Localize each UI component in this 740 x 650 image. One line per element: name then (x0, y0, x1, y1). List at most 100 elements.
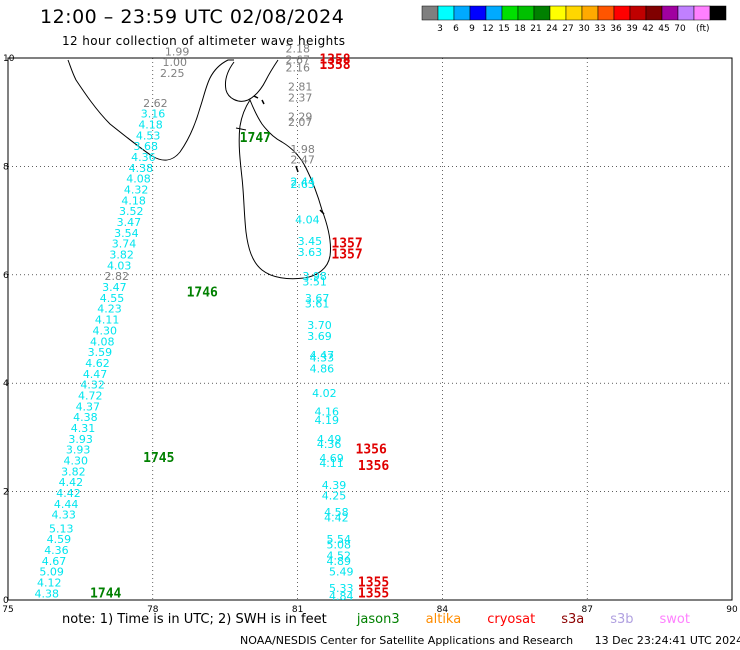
wave-height-label: 4.18 (138, 118, 163, 131)
x-tick-label: 81 (292, 605, 303, 615)
wave-height-label: 4.38 (73, 411, 98, 424)
wave-height-label: 4.18 (121, 194, 146, 207)
page-subtitle: 12 hour collection of altimeter wave hei… (62, 34, 346, 48)
wave-height-label: 4.44 (54, 498, 79, 511)
wave-height-label: 3.63 (298, 246, 323, 259)
colorbar-legend: 3 6 9 12 15 18 21 24 27 30 33 36 39 42 45 70 (ft) (421, 5, 727, 34)
colorbar-tick-label: 42 (642, 24, 653, 34)
colorbar-unit: (ft) (696, 24, 710, 34)
pass-time-label: 1356 (358, 459, 389, 474)
india-inner-coast (225, 59, 279, 102)
wave-height-label: 4.69 (319, 452, 344, 465)
wave-height-label: 4.67 (42, 555, 67, 568)
colorbar-swatch (613, 5, 631, 21)
wave-height-label: 2.18 (286, 43, 311, 56)
pass-time-label: 1357 (331, 237, 362, 252)
pass-time-label: 1355 (358, 575, 389, 590)
wave-height-label: 4.25 (322, 490, 347, 503)
colorbar-swatch (533, 5, 551, 21)
india-coastline (67, 59, 234, 161)
wave-height-label: 4.38 (35, 587, 60, 600)
pass-time-label: 1747 (240, 131, 271, 146)
wave-height-label: 4.12 (37, 576, 62, 589)
coastal-islets (295, 165, 325, 215)
satellite-legend-jason3: jason3 (356, 612, 400, 627)
wave-height-label: 3.51 (302, 276, 327, 289)
wave-height-label: 2.62 (143, 97, 168, 110)
colorbar-tick-label: 70 (674, 24, 686, 34)
colorbar-swatch (565, 5, 583, 21)
wave-height-labels: 4.384.125.094.674.364.595.134.334.444.42… (35, 43, 354, 603)
colorbar-tick-label: 15 (498, 24, 509, 34)
wave-height-label: 4.30 (64, 455, 89, 468)
wave-height-label: 2.47 (290, 154, 315, 167)
wave-height-label: 2.07 (288, 116, 313, 129)
wave-height-label: 3.82 (109, 249, 134, 262)
pass-time-label: 1746 (187, 285, 218, 300)
x-tick-label: 78 (147, 605, 159, 615)
wave-height-label: 4.11 (95, 314, 120, 327)
wave-height-label: 2.63 (290, 178, 315, 191)
colorbar-swatch (437, 5, 455, 21)
pass-time-label: 1358 (319, 58, 350, 73)
pass-time-label: 1357 (331, 248, 362, 263)
wave-height-label: 5.09 (39, 566, 64, 579)
colorbar-swatch (581, 5, 599, 21)
pass-time-label: 1744 (90, 586, 121, 601)
colorbar-tick-label: 36 (610, 24, 622, 34)
y-tick-label: 4 (3, 379, 9, 389)
wave-height-label: 1.98 (290, 143, 315, 156)
wave-height-label: 3.93 (66, 444, 91, 457)
wave-height-label: 4.49 (317, 433, 342, 446)
colorbar-tick-label: 21 (530, 24, 541, 34)
colorbar-swatch (549, 5, 567, 21)
y-tick-label: 0 (3, 596, 9, 606)
wave-height-label: 3.74 (112, 238, 137, 251)
wave-height-label: 4.53 (136, 129, 161, 142)
x-tick-label: 87 (581, 605, 592, 615)
wave-height-label: 3.69 (307, 330, 332, 343)
x-tick-label: 90 (726, 605, 738, 615)
colorbar-swatch (501, 5, 519, 21)
wave-height-label: 3.47 (102, 281, 127, 294)
colorbar-swatch (693, 5, 711, 21)
wave-height-label: 4.33 (51, 509, 76, 522)
colorbar-swatch (629, 5, 647, 21)
sri-lanka-coastline (238, 98, 331, 280)
pass-time-label: 1745 (143, 451, 174, 466)
colorbar-swatch (645, 5, 663, 21)
colorbar-swatch (421, 5, 439, 21)
wave-height-label: 2.37 (288, 91, 313, 104)
wave-height-label: 4.32 (80, 379, 105, 392)
wave-height-label: 3.70 (307, 319, 332, 332)
wave-height-label: 3.98 (302, 270, 327, 283)
satellite-legend: jason3 altika cryosat s3a s3b swot (337, 612, 696, 627)
satellite-legend-altika: altika (425, 612, 462, 627)
wave-height-label: 4.38 (129, 162, 154, 175)
note-text: note: 1) Time is in UTC; 2) SWH is in fe… (62, 612, 327, 627)
wave-height-label: 4.52 (327, 549, 352, 562)
colorbar-tick-label: 33 (594, 24, 605, 34)
satellite-legend-swot: swot (659, 612, 690, 627)
wave-height-label: 4.36 (317, 438, 342, 451)
wave-height-label: 3.45 (298, 235, 323, 248)
footer-note: note: 1) Time is in UTC; 2) SWH is in fe… (62, 612, 702, 627)
wave-height-label: 3.68 (133, 140, 158, 153)
wave-height-label: 4.47 (83, 368, 108, 381)
wave-height-label: 4.36 (131, 151, 156, 164)
wave-height-label: 4.08 (90, 335, 115, 348)
wave-height-label: 4.42 (56, 487, 80, 500)
colorbar-tick-label: 6 (453, 24, 459, 34)
wave-height-label: 5.49 (329, 566, 354, 579)
pass-time-label: 1358 (319, 52, 350, 67)
wave-height-label: 2.44 (290, 175, 315, 188)
colorbar-swatch (517, 5, 535, 21)
wave-height-label: 4.59 (47, 533, 72, 546)
wave-height-label: 4.16 (314, 406, 339, 419)
colorbar-swatch (709, 5, 727, 21)
y-tick-label: 2 (3, 488, 9, 498)
wave-height-label: 2.16 (286, 62, 311, 75)
wave-height-label: 4.30 (92, 324, 117, 337)
wave-height-label: 3.82 (61, 465, 86, 478)
